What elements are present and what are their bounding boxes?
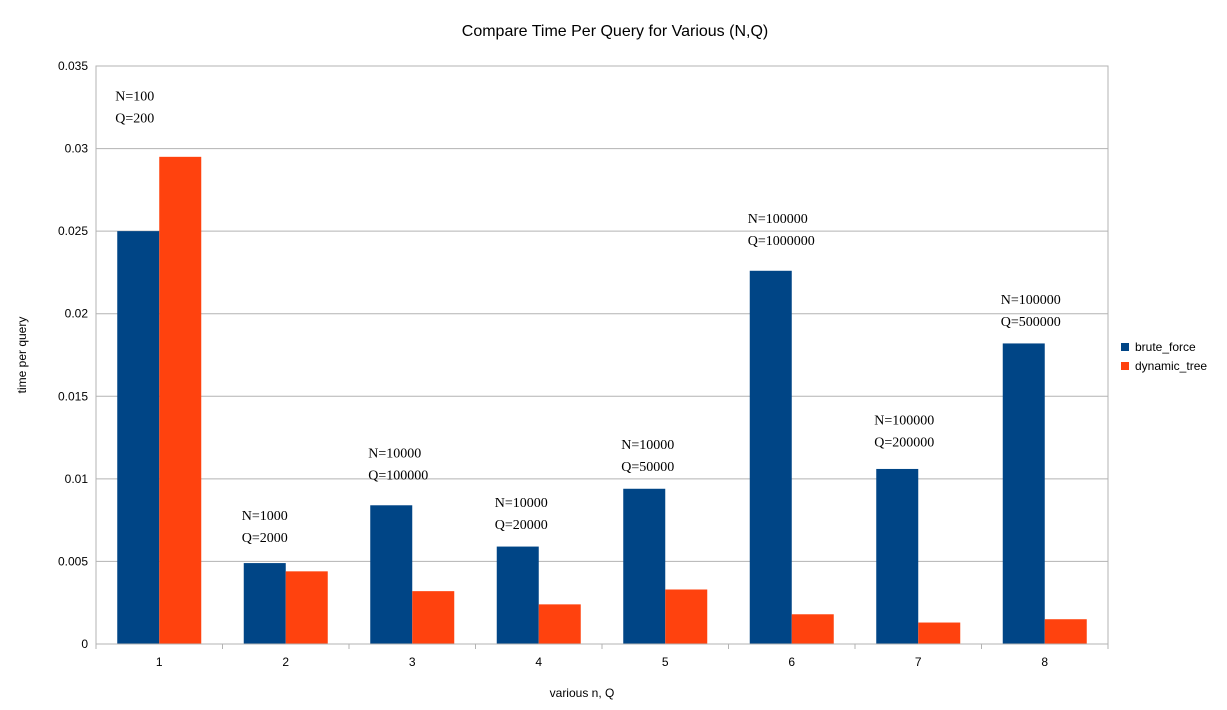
bar-dynamic_tree-8 — [1044, 619, 1087, 644]
x-tick-label-1: 1 — [156, 655, 163, 669]
annotation-5-line-2: Q=50000 — [621, 460, 674, 475]
bar-brute_force-3 — [370, 505, 413, 644]
bar-brute_force-6 — [749, 270, 792, 644]
x-tick-label-2: 2 — [282, 655, 289, 669]
x-tick-labels: 1 2 3 4 5 6 7 8 — [156, 655, 1049, 669]
x-tick-label-3: 3 — [409, 655, 416, 669]
bar-dynamic_tree-3 — [412, 591, 455, 644]
annotation-6-line-1: N=100000 — [748, 212, 808, 227]
legend-label-dynamic_tree: dynamic_tree — [1135, 359, 1207, 373]
annotation-2-line-1: N=1000 — [242, 509, 288, 524]
annotation-3-line-2: Q=100000 — [368, 468, 428, 483]
bar-brute_force-7 — [876, 468, 919, 644]
x-tick-label-7: 7 — [915, 655, 922, 669]
annotation-3-line-1: N=10000 — [368, 446, 421, 461]
axes — [95, 65, 1109, 649]
y-tick-label-6: 0.03 — [65, 142, 89, 156]
legend: brute_force dynamic_tree — [1121, 340, 1207, 373]
bar-brute_force-5 — [623, 488, 666, 644]
annotation-5-line-1: N=10000 — [621, 438, 674, 453]
annotation-4-line-2: Q=20000 — [495, 518, 548, 533]
annotation-2-line-2: Q=2000 — [242, 531, 288, 546]
x-tick-label-4: 4 — [535, 655, 542, 669]
bar-brute_force-8 — [1002, 343, 1045, 644]
y-tick-label-1: 0.005 — [58, 554, 88, 568]
annotation-1-line-1: N=100 — [115, 90, 154, 105]
y-tick-label-2: 0.01 — [65, 472, 89, 486]
annotation-7-line-1: N=100000 — [874, 413, 934, 428]
annotation-7-line-2: Q=200000 — [874, 435, 934, 450]
annotation-4-line-1: N=10000 — [495, 496, 548, 511]
plot-area-border — [95, 65, 1109, 645]
chart-title: Compare Time Per Query for Various (N,Q) — [462, 23, 768, 40]
y-tick-label-0: 0 — [81, 637, 88, 651]
annotation-6-line-2: Q=1000000 — [748, 234, 815, 249]
bar-brute_force-1 — [117, 231, 160, 644]
bar-dynamic_tree-2 — [285, 571, 328, 644]
annotation-8-line-2: Q=500000 — [1001, 315, 1061, 330]
y-tick-label-5: 0.025 — [58, 224, 88, 238]
annotations: N=100 Q=200 N=1000 Q=2000 N=10000 Q=100000 N=1… — [115, 90, 1061, 546]
annotation-8-line-1: N=100000 — [1001, 293, 1061, 308]
annotation-1-line-2: Q=200 — [115, 112, 154, 127]
bar-dynamic_tree-5 — [665, 589, 708, 644]
y-tick-label-4: 0.02 — [65, 307, 89, 321]
x-tick-label-6: 6 — [788, 655, 795, 669]
bar-dynamic_tree-7 — [918, 622, 961, 644]
x-tick-label-8: 8 — [1041, 655, 1048, 669]
y-tick-label-7: 0.035 — [58, 59, 88, 73]
bar-brute_force-4 — [496, 546, 539, 644]
legend-swatch-brute_force — [1121, 343, 1129, 351]
y-tick-labels: 0 0.005 0.01 0.015 0.02 0.025 0.03 0.035 — [58, 59, 88, 651]
bar-brute_force-2 — [243, 563, 286, 644]
bar-dynamic_tree-4 — [538, 604, 581, 644]
x-tick-label-5: 5 — [662, 655, 669, 669]
x-axis-title: various n, Q — [550, 686, 615, 700]
legend-swatch-dynamic_tree — [1121, 362, 1129, 370]
bar-dynamic_tree-1 — [159, 156, 202, 645]
y-tick-label-3: 0.015 — [58, 389, 88, 403]
legend-label-brute_force: brute_force — [1135, 340, 1196, 354]
gridlines — [96, 65, 1108, 562]
bar-dynamic_tree-6 — [791, 614, 834, 644]
bars — [117, 156, 1087, 645]
y-axis-title: time per query — [15, 317, 29, 394]
